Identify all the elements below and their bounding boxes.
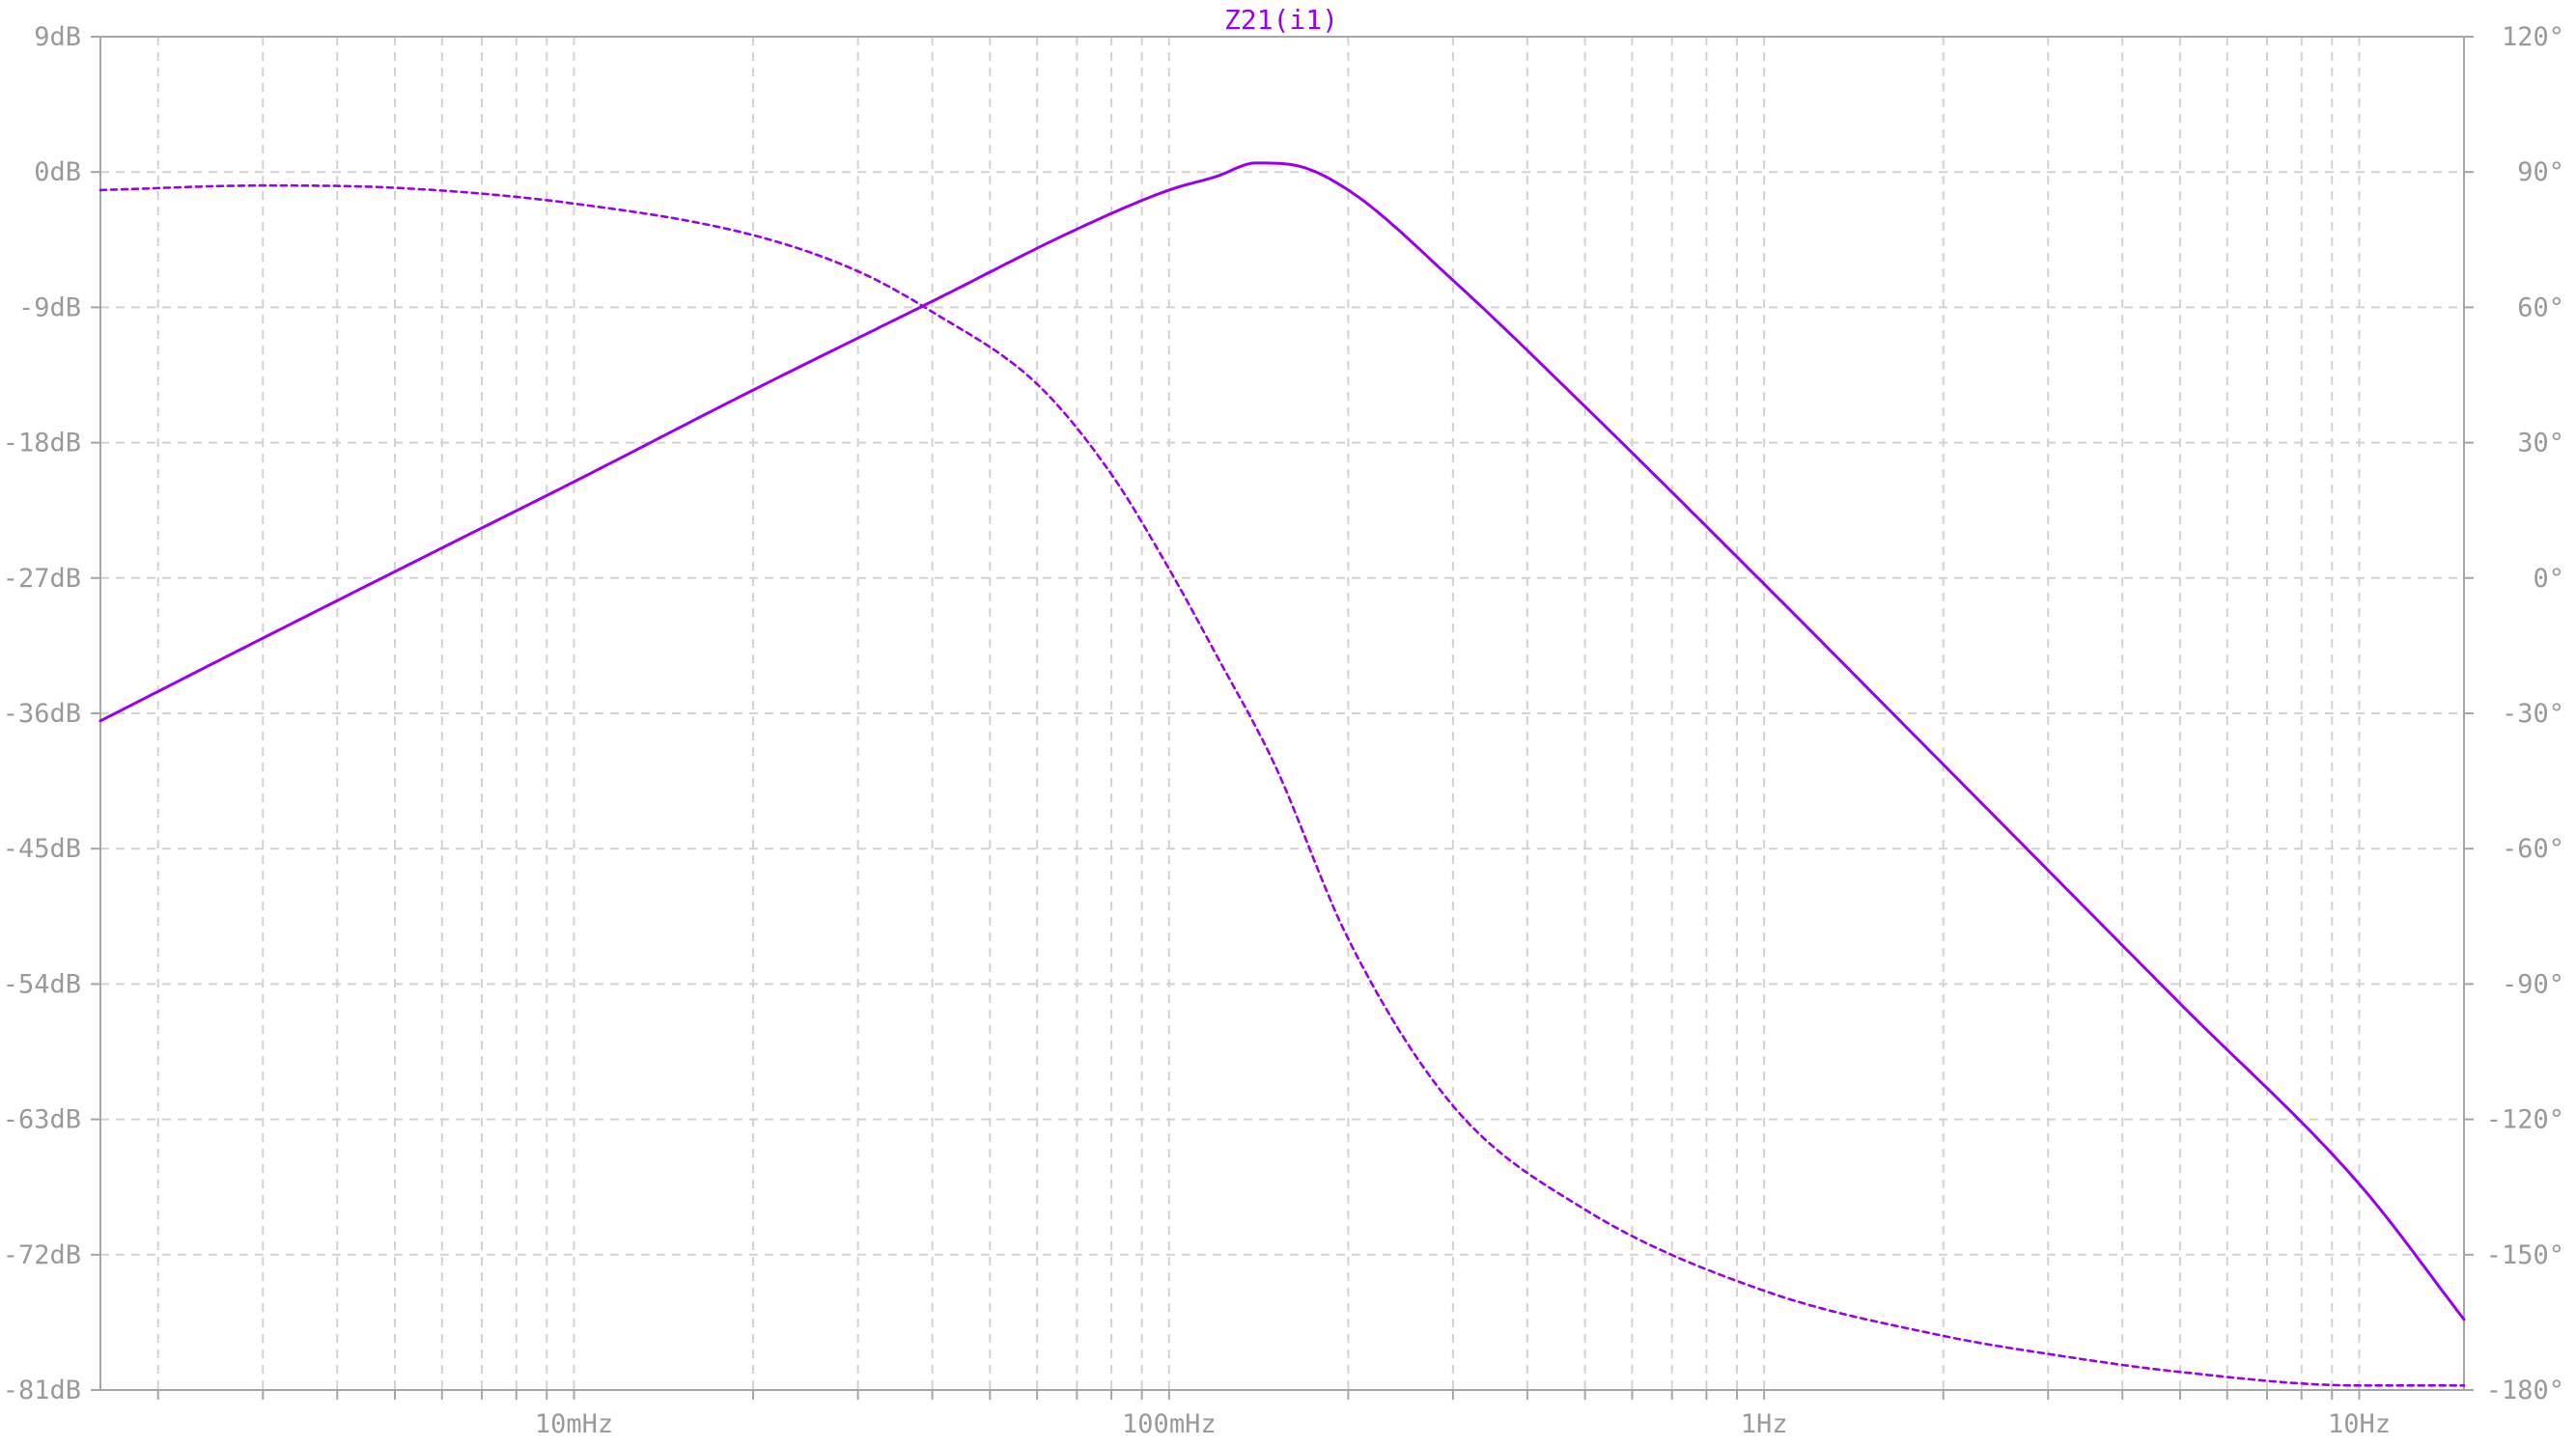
x-tick-label: 100mHz — [1122, 1409, 1217, 1439]
y-right-tick-label: 90° — [2517, 157, 2564, 187]
y-right-tick-label: 0° — [2533, 564, 2564, 594]
x-tick-label: 1Hz — [1741, 1409, 1788, 1439]
y-right-tick-label: -90° — [2502, 969, 2564, 999]
y-left-tick-label: 0dB — [34, 157, 81, 187]
y-right-tick-label: -180° — [2486, 1376, 2564, 1405]
axis-ticks — [91, 36, 2474, 1400]
y-right-tick-label: -60° — [2502, 834, 2564, 864]
y-left-tick-label: -54dB — [3, 969, 81, 999]
y-right-tick-label: -150° — [2486, 1240, 2564, 1270]
y-left-tick-label: -63dB — [3, 1105, 81, 1135]
y-left-tick-label: -81dB — [3, 1376, 81, 1405]
y-left-tick-label: -72dB — [3, 1240, 81, 1270]
grid — [100, 37, 2464, 1390]
y-left-tick-label: -27dB — [3, 564, 81, 594]
phase-trace — [98, 183, 2466, 1387]
magnitude-trace — [98, 161, 2466, 1321]
y-right-tick-label: -30° — [2502, 699, 2564, 729]
y-left-tick-label: -9dB — [18, 292, 81, 322]
y-right-tick-label: 120° — [2502, 22, 2564, 52]
right-axis-labels: 120° 90° 60° 30° 0° -30° -60° -90° -120° -150° -18… — [2486, 22, 2564, 1405]
y-right-tick-label: 60° — [2517, 292, 2564, 322]
x-tick-label: 10Hz — [2328, 1409, 2391, 1439]
x-axis-labels: 10mHz 100mHz 1Hz 10Hz — [535, 1409, 2391, 1439]
y-left-tick-label: 9dB — [34, 22, 81, 52]
series — [98, 161, 2466, 1387]
y-left-tick-label: -45dB — [3, 834, 81, 864]
y-left-tick-label: -36dB — [3, 699, 81, 729]
left-axis-labels: 9dB 0dB -9dB -18dB -27dB -36dB -45dB -54dB -63dB… — [3, 22, 81, 1405]
y-right-tick-label: -120° — [2486, 1105, 2564, 1135]
chart-title: Z21(i1) — [1224, 4, 1338, 36]
y-right-tick-label: 30° — [2517, 429, 2564, 459]
x-tick-label: 10mHz — [535, 1409, 613, 1439]
y-left-tick-label: -18dB — [3, 429, 81, 459]
